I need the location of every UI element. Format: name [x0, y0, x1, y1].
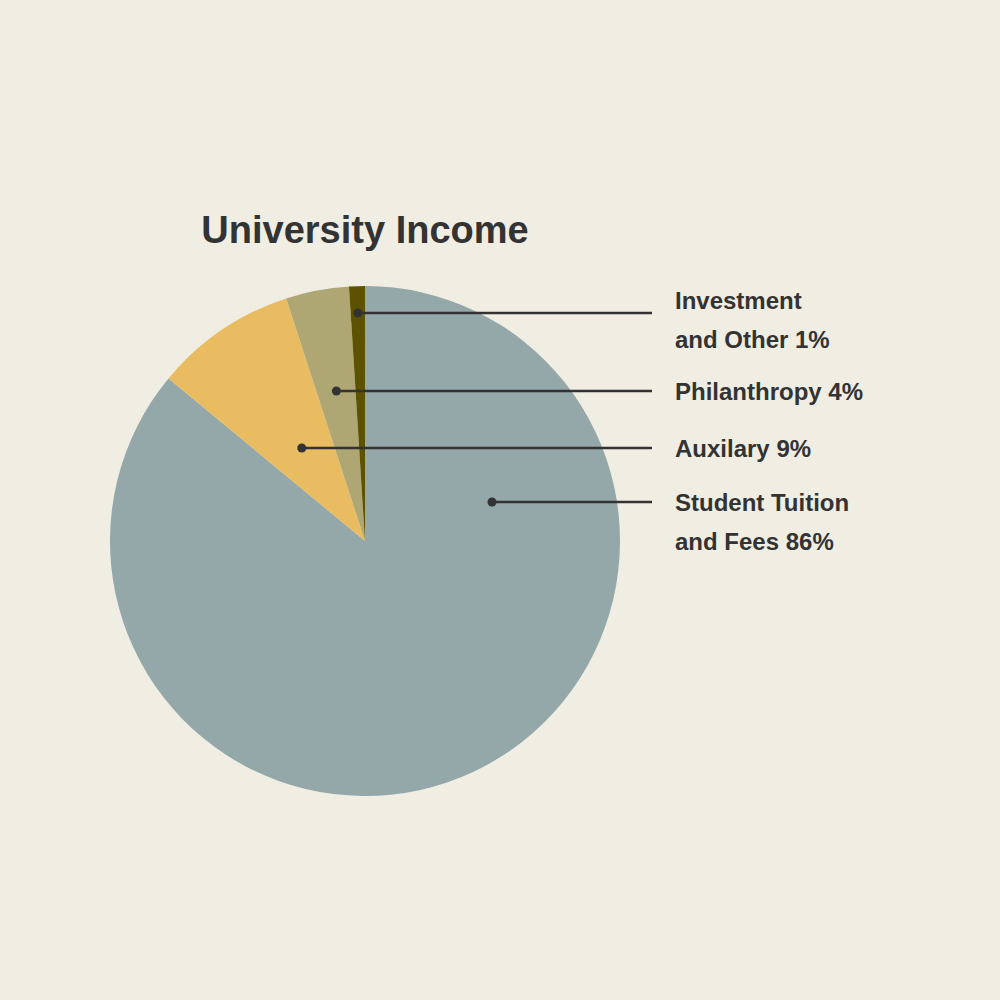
- category-label: Investment: [675, 287, 802, 314]
- chart-title: University Income: [201, 209, 528, 251]
- category-label: and Other: [675, 326, 788, 353]
- pie-slice: [110, 286, 620, 796]
- leader-line: [302, 447, 652, 450]
- leader-line: [358, 312, 652, 315]
- value-label: 9%: [770, 435, 811, 462]
- value-label: 4%: [822, 378, 863, 405]
- slice-label: Philanthropy 4%: [675, 378, 863, 405]
- leader-line: [492, 501, 652, 504]
- value-label: 1%: [788, 326, 829, 353]
- value-label: 86%: [779, 528, 834, 555]
- category-label: Student Tuition: [675, 489, 849, 516]
- leader-dot: [332, 387, 341, 396]
- pie-slice: [286, 287, 365, 541]
- chart-canvas: University Income Student Tuition and Fees…: [0, 0, 1000, 1000]
- slice-labels: Student Tuition and Fees 86% Auxilary 9% Ph…: [297, 287, 863, 555]
- slice-label: Student Tuition and Fees 86%: [675, 489, 849, 555]
- slice-label: Auxilary 9%: [675, 435, 811, 462]
- slice-label: Investment and Other 1%: [675, 287, 830, 353]
- category-label: Auxilary: [675, 435, 770, 462]
- pie-slice: [349, 286, 365, 541]
- pie-slices: [110, 286, 620, 796]
- leader-dot: [353, 309, 362, 318]
- leader-line: [336, 390, 652, 393]
- leader-dot: [297, 444, 306, 453]
- background: [0, 0, 1000, 1000]
- category-label: and Fees: [675, 528, 779, 555]
- category-label: Philanthropy: [675, 378, 822, 405]
- leader-dot: [488, 498, 497, 507]
